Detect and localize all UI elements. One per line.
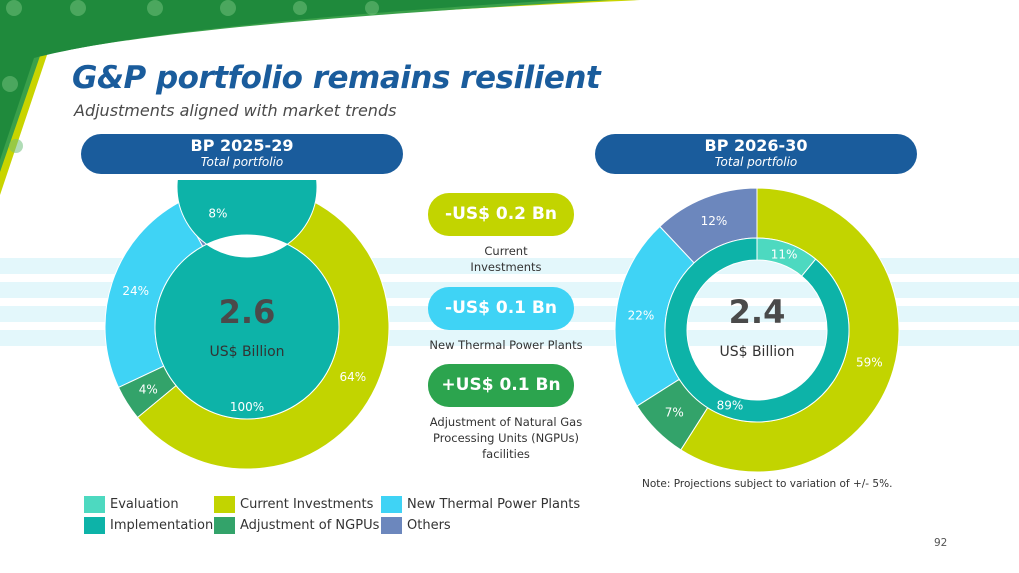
legend-label: Implementation xyxy=(110,518,214,533)
legend-swatch xyxy=(381,496,402,513)
legend-item-adjustment-ngpus: Adjustment of NGPUs xyxy=(214,517,379,534)
legend-item-current-investments: Current Investments xyxy=(214,496,373,513)
left-outer-label-current-investments: 64% xyxy=(340,370,367,384)
right-inner-label-evaluation: 11% xyxy=(771,248,798,262)
projection-note: Note: Projections subject to variation o… xyxy=(642,478,893,490)
left-outer-label-new-thermal-power-plants: 24% xyxy=(122,284,149,298)
left-panel-heading: BP 2025-29 xyxy=(190,136,294,155)
change-caption-ngpus: Adjustment of Natural Gas Processing Uni… xyxy=(420,414,592,462)
legend-label: Evaluation xyxy=(110,497,179,512)
right-panel-heading: BP 2026-30 xyxy=(704,136,808,155)
right-panel-subheading: Total portfolio xyxy=(714,155,798,169)
donut-chart-bp-2026-30: 2.4 US$ Billion 11% 89% 59% 7% 22% 12% xyxy=(614,187,900,473)
donut-chart-bp-2025-29: 2.6 US$ Billion 100% 64% 4% 24% 8% xyxy=(104,180,390,470)
left-inner-label-implementation: 100% xyxy=(230,400,264,414)
change-caption-line: Current Investments xyxy=(470,244,542,274)
legend-swatch xyxy=(381,517,402,534)
left-panel-subheading: Total portfolio xyxy=(200,155,284,169)
right-outer-label-current-investments: 59% xyxy=(856,356,883,370)
right-outer-label-new-thermal-power-plants: 22% xyxy=(628,308,655,322)
legend-swatch xyxy=(214,496,235,513)
legend-item-evaluation: Evaluation xyxy=(84,496,179,513)
legend-item-others: Others xyxy=(381,517,451,534)
change-badge-new-thermal: -US$ 0.1 Bn xyxy=(428,287,574,330)
page-subtitle: Adjustments aligned with market trends xyxy=(74,101,397,120)
change-caption-new-thermal: New Thermal Power Plants xyxy=(420,337,592,353)
left-total-unit: US$ Billion xyxy=(209,344,284,360)
legend-item-new-thermal: New Thermal Power Plants xyxy=(381,496,580,513)
right-inner-slice-evaluation xyxy=(756,237,817,277)
legend-label: Adjustment of NGPUs xyxy=(240,518,380,533)
left-outer-label-others: 8% xyxy=(208,207,227,221)
right-outer-label-others: 12% xyxy=(701,214,728,228)
change-badge-ngpus: +US$ 0.1 Bn xyxy=(428,364,574,407)
change-caption-line: Adjustment of Natural Gas Processing Uni… xyxy=(429,415,583,461)
chart-legend: Evaluation Current Investments New Therm… xyxy=(84,496,604,538)
page-title: G&P portfolio remains resilient xyxy=(72,60,601,96)
legend-swatch xyxy=(84,517,105,534)
left-outer-label-adjustment-of-ngpus: 4% xyxy=(139,383,158,397)
right-inner-slice-implementation xyxy=(664,237,850,423)
legend-label: Current Investments xyxy=(240,497,374,512)
legend-label: New Thermal Power Plants xyxy=(407,497,581,512)
change-badge-current-investments: -US$ 0.2 Bn xyxy=(428,193,574,236)
legend-swatch xyxy=(214,517,235,534)
change-caption-current-investments: Current Investments xyxy=(420,243,592,275)
legend-item-implementation: Implementation xyxy=(84,517,213,534)
right-total-value: 2.4 xyxy=(729,293,786,331)
right-total-unit: US$ Billion xyxy=(719,344,794,360)
left-panel-header: BP 2025-29 Total portfolio xyxy=(81,134,403,174)
left-inner-slice-implementation xyxy=(154,180,340,420)
legend-label: Others xyxy=(407,518,451,533)
legend-swatch xyxy=(84,496,105,513)
left-total-value: 2.6 xyxy=(219,293,276,331)
change-caption-line: New Thermal Power Plants xyxy=(429,338,583,352)
page-number: 92 xyxy=(934,537,948,549)
right-panel-header: BP 2026-30 Total portfolio xyxy=(595,134,917,174)
right-inner-label-implementation: 89% xyxy=(717,398,744,412)
right-outer-label-adjustment-of-ngpus: 7% xyxy=(665,406,684,420)
